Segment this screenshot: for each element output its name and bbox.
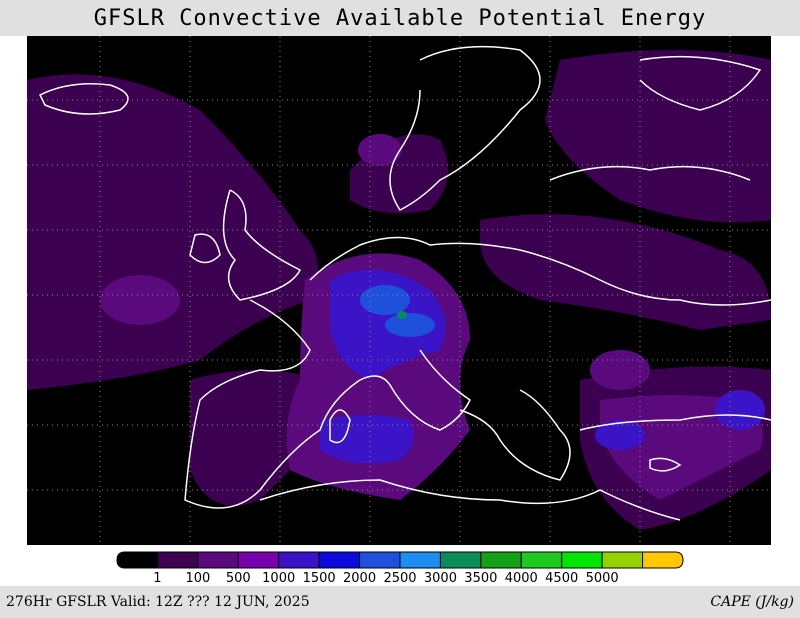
- footer-left: 276Hr GFSLR Valid: 12Z ??? 12 JUN, 2025: [6, 594, 310, 610]
- colorbar: 1 100 500 1000 1500 2000 2500 3000 3500 4000 4500 5…: [116, 551, 684, 586]
- colorbar-label: 1: [153, 571, 161, 586]
- colorbar-segment: [520, 551, 563, 569]
- colorbar-segment: [156, 551, 199, 569]
- colorbar-segment: [318, 551, 361, 569]
- header-bar: [0, 0, 800, 36]
- colorbar-label: 100: [185, 571, 210, 586]
- colorbar-label: 3000: [424, 571, 457, 586]
- colorbar-label: 3500: [464, 571, 497, 586]
- colorbar-segment: [197, 551, 239, 569]
- colorbar-label: 1000: [262, 571, 295, 586]
- colorbar-segment: [561, 551, 603, 569]
- colorbar-label: 1500: [303, 571, 336, 586]
- colorbar-segment: [439, 551, 482, 569]
- colorbar-label: 4000: [505, 571, 538, 586]
- cape-higher: [360, 285, 435, 337]
- colorbar-label: 500: [226, 571, 251, 586]
- colorbar-segment: [116, 551, 158, 569]
- map: [27, 36, 772, 545]
- colorbar-segment: [237, 551, 280, 569]
- colorbar-segment: [399, 551, 441, 569]
- colorbar-segment: [359, 551, 401, 569]
- colorbar-segment: [278, 551, 320, 569]
- colorbar-segment: [480, 551, 522, 569]
- title: GFSLR Convective Available Potential Ene…: [94, 6, 707, 31]
- footer-right: CAPE (J/kg): [710, 594, 794, 610]
- footer-bar: [0, 586, 800, 618]
- colorbar-label: 2000: [343, 571, 376, 586]
- cape-peak: [397, 311, 407, 319]
- colorbar-label: 5000: [586, 571, 619, 586]
- colorbar-label: 4500: [545, 571, 578, 586]
- coastlines: [38, 45, 772, 521]
- colorbar-segment: [601, 551, 644, 569]
- colorbar-label: 2500: [383, 571, 416, 586]
- graticule: [27, 36, 771, 545]
- colorbar-segment: [642, 551, 684, 569]
